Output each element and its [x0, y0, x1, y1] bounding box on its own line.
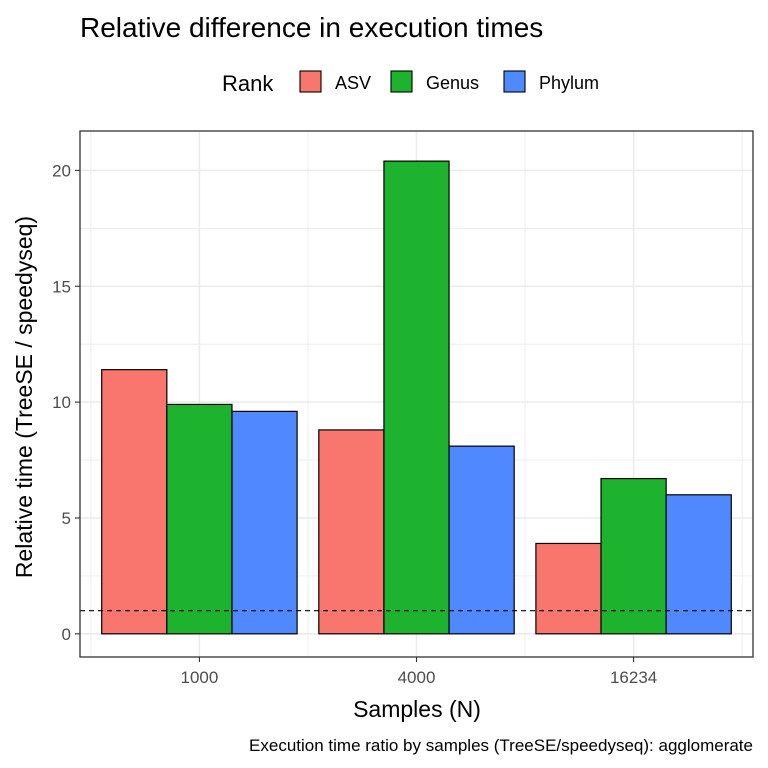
legend-label-phylum: Phylum [539, 73, 599, 93]
legend-key-genus [390, 70, 413, 93]
y-tick-label: 15 [52, 277, 71, 296]
bar-genus-16234 [600, 477, 667, 635]
y-tick-label: 20 [52, 161, 71, 180]
bar-asv-1000 [101, 369, 168, 635]
y-tick-label: 0 [62, 625, 71, 644]
legend-key-phylum [503, 70, 526, 93]
plot-panel: 0 5 10 15 20 1000 4000 16234 [52, 130, 754, 687]
bar-phylum-1000 [231, 410, 298, 635]
legend: Rank ASV Genus Phylum [222, 70, 599, 96]
caption: Execution time ratio by samples (TreeSE/… [249, 736, 753, 755]
bar-phylum-4000 [448, 445, 515, 635]
panel-border [79, 130, 754, 658]
bar-genus-4000 [383, 160, 450, 635]
legend-label-genus: Genus [426, 73, 479, 93]
y-axis-title: Relative time (TreeSE / speedyseq) [11, 216, 37, 578]
y-tick-label: 10 [52, 393, 71, 412]
x-tick-label: 16234 [610, 668, 657, 687]
bar-phylum-16234 [665, 494, 732, 635]
bar-asv-4000 [318, 429, 385, 635]
legend-label-asv: ASV [335, 73, 371, 93]
chart-title: Relative difference in execution times [80, 12, 543, 43]
legend-key-asv [299, 70, 322, 93]
x-tick-label: 1000 [180, 668, 218, 687]
y-tick-label: 5 [62, 509, 71, 528]
legend-title: Rank [222, 71, 274, 96]
x-tick-label: 4000 [398, 668, 436, 687]
bar-asv-16234 [535, 542, 602, 635]
x-axis-title: Samples (N) [353, 696, 481, 722]
bar-genus-1000 [166, 403, 233, 635]
